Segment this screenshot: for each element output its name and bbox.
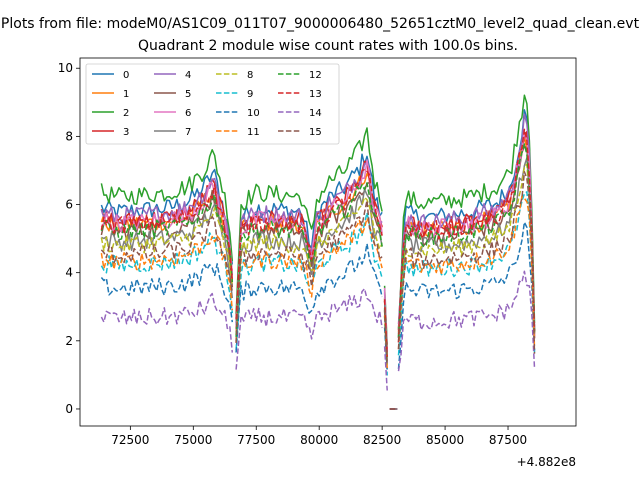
x-tick-label: 77500: [237, 433, 275, 447]
series-line-12: [235, 182, 383, 337]
y-tick-label: 8: [65, 129, 73, 143]
series-line-11: [397, 195, 536, 350]
x-tick-label: 87500: [489, 433, 527, 447]
series-line-8: [235, 196, 383, 336]
series-line-15: [100, 216, 234, 293]
plot-area-frame: [79, 57, 577, 427]
series-line-15: [235, 199, 383, 343]
y-tick-label: 4: [65, 266, 73, 280]
series-line-13: [397, 128, 536, 343]
legend-label-3: 3: [123, 127, 129, 138]
y-tick-label: 6: [65, 198, 73, 212]
series-line-2: [397, 94, 536, 329]
series-line-15: [397, 171, 536, 354]
x-tick-label: 72500: [111, 433, 149, 447]
series-line-2: [100, 149, 234, 262]
legend-label-11: 11: [247, 127, 260, 138]
series-line-7: [101, 203, 234, 299]
suptitle: Plots from file: modeM0/AS1C09_011T07_90…: [1, 16, 640, 32]
series-line-14: [383, 346, 388, 391]
series-line-8: [100, 207, 234, 287]
series-line-11: [235, 217, 383, 343]
y-tick-label: 2: [65, 334, 73, 348]
series-line-12: [397, 143, 536, 338]
series-line-10: [100, 263, 234, 323]
x-tick-label: 80000: [300, 433, 338, 447]
x-offset-label: +4.882e8: [517, 455, 576, 469]
legend-label-10: 10: [247, 108, 260, 119]
x-tick-label: 85000: [426, 433, 464, 447]
series-line-8: [397, 163, 536, 337]
series-line-2: [235, 127, 383, 314]
legend-label-2: 2: [123, 108, 129, 119]
series-line-10: [397, 221, 536, 369]
legend-label-6: 6: [185, 108, 191, 119]
series-line-14: [397, 270, 536, 372]
x-tick-label: 75000: [174, 433, 212, 447]
legend-label-13: 13: [309, 89, 322, 100]
series-line-3: [397, 130, 536, 333]
series-line-14: [100, 292, 234, 353]
legend-label-1: 1: [123, 89, 129, 100]
legend-label-9: 9: [247, 89, 253, 100]
x-tick-label: 82500: [363, 433, 401, 447]
series-line-9: [100, 232, 234, 314]
legend-label-14: 14: [309, 108, 322, 119]
series-line-13: [100, 183, 234, 280]
legend-label-8: 8: [247, 70, 253, 81]
legend-label-12: 12: [309, 70, 322, 81]
series-line-6: [100, 182, 234, 274]
series-line-14: [235, 287, 383, 370]
axes-ticks: 72500 75000 77500 80000 82500 85000 87500 0 2 4 6 8…: [58, 61, 527, 447]
legend-frame: [85, 63, 340, 145]
series-line-15: [383, 309, 388, 364]
legend-label-5: 5: [185, 89, 191, 100]
chart-title: Quadrant 2 module wise count rates with …: [138, 38, 518, 54]
legend-label-0: 0: [123, 70, 129, 81]
legend-label-15: 15: [309, 127, 322, 138]
legend-label-7: 7: [185, 127, 191, 138]
series-lines: [100, 94, 536, 410]
legend-label-4: 4: [185, 70, 191, 81]
y-tick-label: 10: [58, 61, 73, 75]
series-line-0: [100, 168, 234, 265]
series-line-13: [235, 168, 383, 320]
y-tick-label: 0: [65, 402, 73, 416]
series-line-10: [235, 242, 383, 353]
